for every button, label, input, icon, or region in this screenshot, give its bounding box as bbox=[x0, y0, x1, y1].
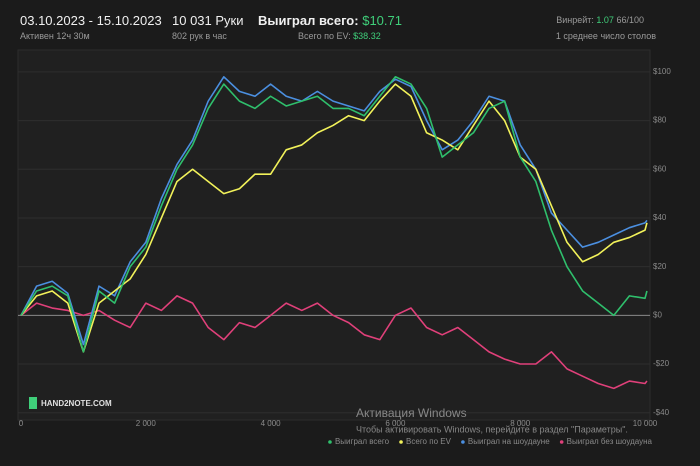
plot: -$40 -$20 $0 $20 $40 $60 $80 $100 0 2 000 4 000 6 0… bbox=[18, 67, 671, 428]
legend-marker bbox=[328, 440, 332, 444]
series-line bbox=[20, 75, 648, 346]
logo-icon bbox=[29, 397, 37, 409]
logo: HAND2NOTE.COM bbox=[41, 399, 112, 408]
x-tick-label: 0 bbox=[19, 419, 24, 428]
watermark-title: Активация Windows bbox=[356, 406, 467, 420]
legend-marker bbox=[461, 440, 465, 444]
winrate-value: 1.07 bbox=[596, 15, 614, 25]
watermark-text: Чтобы активировать Windows, перейдите в … bbox=[356, 424, 628, 434]
legend-label: Выиграл на шоудауне bbox=[468, 437, 550, 446]
ev-total: Всего по EV: $38.32 bbox=[298, 31, 381, 41]
x-tick-label: 6 000 bbox=[385, 419, 406, 428]
legend-label: Выиграл всего bbox=[335, 437, 390, 446]
ev-value: $38.32 bbox=[353, 31, 381, 41]
series-line bbox=[20, 83, 648, 353]
legend-label: Выиграл без шоудауна bbox=[567, 437, 653, 446]
y-tick-label: $40 bbox=[653, 213, 667, 222]
x-tick-label: 4 000 bbox=[261, 419, 282, 428]
winrate-ratio: 66/100 bbox=[616, 15, 644, 25]
x-tick-label: 10 000 bbox=[633, 419, 658, 428]
series-line bbox=[20, 75, 648, 353]
y-tick-label: $0 bbox=[653, 310, 662, 319]
winrate: Винрейт: 1.07 66/100 bbox=[556, 15, 644, 25]
ev-label: Всего по EV: bbox=[298, 31, 351, 41]
y-tick-label: $20 bbox=[653, 262, 667, 271]
legend-marker bbox=[559, 440, 564, 444]
legend-marker bbox=[399, 440, 403, 444]
legend: Выиграл всего Всего по EV Выиграл на шоуда… bbox=[328, 437, 653, 446]
series-line bbox=[20, 295, 648, 390]
hands: 10 031 Руки bbox=[172, 13, 244, 28]
y-tick-label: -$20 bbox=[653, 359, 670, 368]
y-tick-label: -$40 bbox=[653, 408, 670, 417]
date-range: 03.10.2023 - 15.10.2023 bbox=[20, 13, 162, 28]
y-tick-label: $60 bbox=[653, 164, 667, 173]
x-tick-label: 8 000 bbox=[510, 419, 531, 428]
winrate-label: Винрейт: bbox=[556, 15, 594, 25]
hands-per-hour: 802 рук в час bbox=[172, 31, 227, 41]
avg-tables: 1 среднее число столов bbox=[555, 31, 656, 41]
x-tick-label: 2 000 bbox=[136, 419, 157, 428]
won-total: Выиграл всего: $10.71 bbox=[258, 13, 402, 28]
won-label: Выиграл всего: bbox=[258, 13, 359, 28]
legend-label: Всего по EV bbox=[406, 437, 452, 446]
active-time: Активен 12ч 30м bbox=[20, 31, 90, 41]
y-tick-label: $100 bbox=[653, 67, 671, 76]
y-tick-label: $80 bbox=[653, 116, 667, 125]
plot-area bbox=[17, 49, 651, 421]
won-value: $10.71 bbox=[362, 13, 402, 28]
